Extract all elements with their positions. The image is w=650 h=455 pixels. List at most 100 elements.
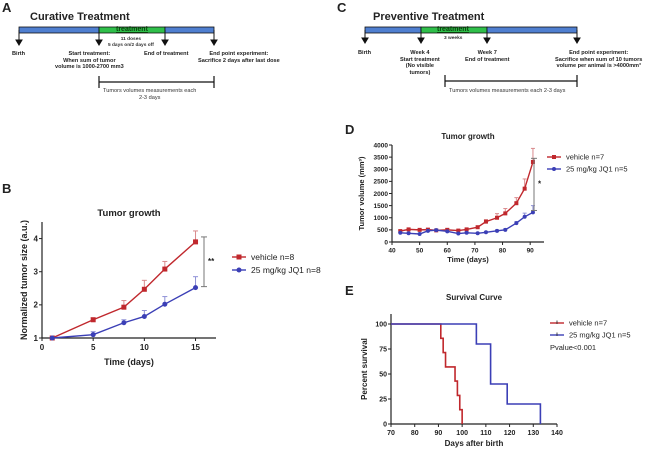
chart-b-jq1-point bbox=[49, 335, 55, 341]
chart-e-y-tick-label: 50 bbox=[379, 371, 387, 378]
chart-d-vehicle-point bbox=[464, 227, 469, 232]
chart-e-x-tick-label: 120 bbox=[504, 430, 516, 437]
chart-b-y-tick-label: 4 bbox=[34, 234, 39, 243]
chart-d-y-tick-label: 4000 bbox=[374, 142, 389, 149]
chart-d-y-tick-label: 3000 bbox=[374, 167, 389, 174]
timeline-a-measure-bracket bbox=[98, 76, 215, 88]
timeline-c-arrows bbox=[361, 30, 581, 44]
timeline-a-measurement-note: Tumors volumes measurements each 2-3 days bbox=[103, 88, 197, 101]
timeline-c bbox=[361, 26, 581, 87]
chart-d-jq1-point bbox=[503, 227, 508, 232]
chart-b-jq1-point bbox=[162, 301, 168, 307]
chart-b-vehicle-line bbox=[51, 241, 196, 339]
chart-d-y-tick-label: 1500 bbox=[374, 203, 389, 210]
chart-tumor-growth-curative: Tumor growth 0 5 10 15 1 2 3 4 Time (days) Normali… bbox=[19, 208, 321, 367]
chart-b-x-tick-label: 5 bbox=[91, 343, 96, 352]
chart-e-y-tick-label: 0 bbox=[383, 421, 387, 428]
timeline-c-duration: 3 weeks bbox=[444, 36, 463, 41]
chart-d-vehicle-point bbox=[456, 228, 461, 233]
timeline-c-event-endpoint: End point experiment: Sacrifice when sum … bbox=[555, 50, 643, 70]
chart-d-significance-label: * bbox=[538, 179, 542, 188]
chart-d-title: Tumor growth bbox=[441, 132, 494, 141]
chart-d-jq1-point bbox=[522, 214, 527, 219]
timeline-a-event-endpoint: End point experiment: Sacrifice 2 days af… bbox=[198, 51, 280, 64]
chart-d-vehicle-line bbox=[400, 161, 534, 232]
chart-d-x-tick-label: 40 bbox=[388, 248, 396, 255]
timeline-a-bar-post bbox=[164, 26, 215, 34]
chart-b-legend-jq1-marker bbox=[236, 267, 242, 273]
chart-b-legend-jq1-label: 25 mg/kg JQ1 n=8 bbox=[251, 265, 321, 275]
chart-d-x-tick-label: 50 bbox=[416, 248, 424, 255]
chart-b-jq1-line bbox=[52, 287, 196, 339]
chart-e-x-tick-label: 80 bbox=[411, 430, 419, 437]
timeline-a bbox=[15, 26, 218, 88]
timeline-c-event-end-treatment: Week 7 End of treatment bbox=[465, 50, 510, 63]
chart-b-y-tick-label: 3 bbox=[34, 268, 39, 277]
timeline-a-event-start: Start treatment: When sum of tumor volume … bbox=[55, 51, 124, 71]
chart-b-y-tick-label: 1 bbox=[34, 334, 39, 343]
chart-e-x-tick-label: 70 bbox=[387, 430, 395, 437]
chart-b-legend-vehicle-marker bbox=[236, 254, 242, 260]
chart-d-legend-vehicle-marker bbox=[552, 155, 556, 159]
chart-e-y-tick-label: 25 bbox=[379, 396, 387, 403]
chart-tumor-growth-preventive: Tumor growth 40 50 60 70 80 90 0 500 1000 1500 2000… bbox=[357, 132, 628, 264]
chart-d-jq1-point bbox=[483, 230, 488, 235]
chart-b-vehicle-point bbox=[141, 286, 147, 292]
timeline-a-arrows bbox=[15, 30, 218, 46]
timeline-c-bar-post bbox=[486, 26, 578, 34]
chart-d-jq1-point bbox=[417, 231, 422, 236]
chart-b-x-tick-label: 15 bbox=[191, 343, 200, 352]
timeline-c-title: Preventive Treatment bbox=[373, 11, 485, 23]
chart-e-y-tick-label: 75 bbox=[379, 346, 387, 353]
chart-e-y-label: Percent survival bbox=[360, 338, 369, 400]
timeline-c-measure-bracket bbox=[444, 75, 578, 87]
chart-d-y-tick-label: 1000 bbox=[374, 215, 389, 222]
timeline-a-doses: 11 doses 5 days on/2 days off bbox=[108, 37, 154, 48]
chart-d-jq1-point bbox=[425, 228, 430, 233]
chart-d-y-tick-label: 3500 bbox=[374, 154, 389, 161]
chart-d-legend-jq1-marker bbox=[552, 167, 556, 171]
doses-schedule: 5 days on/2 days off bbox=[108, 42, 154, 48]
chart-d-jq1-point bbox=[464, 230, 469, 235]
chart-d-vehicle-point bbox=[514, 201, 519, 206]
chart-d-jq1-point bbox=[406, 231, 411, 236]
chart-b-vehicle-point bbox=[121, 304, 127, 310]
timeline-a-title: Curative Treatment bbox=[30, 11, 130, 23]
chart-d-vehicle-point bbox=[406, 227, 411, 232]
chart-d-jq1-point bbox=[475, 231, 480, 236]
chart-e-x-tick-label: 140 bbox=[551, 430, 563, 437]
chart-b-jq1-point bbox=[141, 313, 147, 319]
timeline-c-measurement-note: Tumors volumes measurements each 2-3 day… bbox=[449, 88, 566, 94]
panel-letter-c: C bbox=[337, 0, 347, 15]
timeline-a-event-birth: Birth bbox=[12, 51, 26, 57]
chart-e-x-tick-label: 110 bbox=[480, 430, 491, 437]
timeline-a-event-end-treatment: End of treatment bbox=[144, 51, 189, 57]
chart-e-x-tick-label: 90 bbox=[435, 430, 443, 437]
doses-count: 11 doses bbox=[120, 37, 142, 42]
chart-b-jq1-point bbox=[193, 285, 199, 291]
chart-b-jq1-point bbox=[121, 320, 127, 326]
timeline-a-bar-pre bbox=[18, 26, 100, 34]
chart-b-x-tick-label: 10 bbox=[140, 343, 149, 352]
chart-b-jq1-point bbox=[90, 332, 96, 338]
timeline-c-treatment-label: treatment bbox=[437, 26, 469, 33]
chart-d-x-tick-label: 60 bbox=[444, 248, 452, 255]
chart-b-legend-vehicle-label: vehicle n=8 bbox=[251, 252, 295, 262]
chart-d-x-tick-label: 70 bbox=[471, 248, 479, 255]
chart-d-y-tick-label: 2500 bbox=[374, 179, 389, 186]
chart-d-y-tick-label: 500 bbox=[377, 227, 388, 234]
chart-e-vehicle-survival-line bbox=[391, 323, 463, 424]
chart-d-vehicle-point bbox=[530, 159, 535, 164]
chart-d-vehicle-point bbox=[522, 186, 527, 191]
chart-e-legend-jq1-label: 25 mg/kg JQ1 n=5 bbox=[569, 331, 631, 340]
chart-d-vehicle-point bbox=[495, 215, 500, 220]
chart-d-jq1-point bbox=[445, 229, 450, 234]
chart-d-vehicle-point bbox=[503, 211, 508, 216]
chart-d-jq1-point bbox=[530, 210, 535, 215]
chart-d-y-label: Tumor volume (mm³) bbox=[357, 156, 366, 231]
chart-d-jq1-point bbox=[456, 231, 461, 236]
timeline-c-event-birth: Birth bbox=[358, 50, 372, 56]
chart-d-legend-vehicle-label: vehicle n=7 bbox=[566, 153, 604, 162]
chart-b-vehicle-point bbox=[90, 317, 96, 323]
chart-d-vehicle-point bbox=[475, 225, 480, 230]
